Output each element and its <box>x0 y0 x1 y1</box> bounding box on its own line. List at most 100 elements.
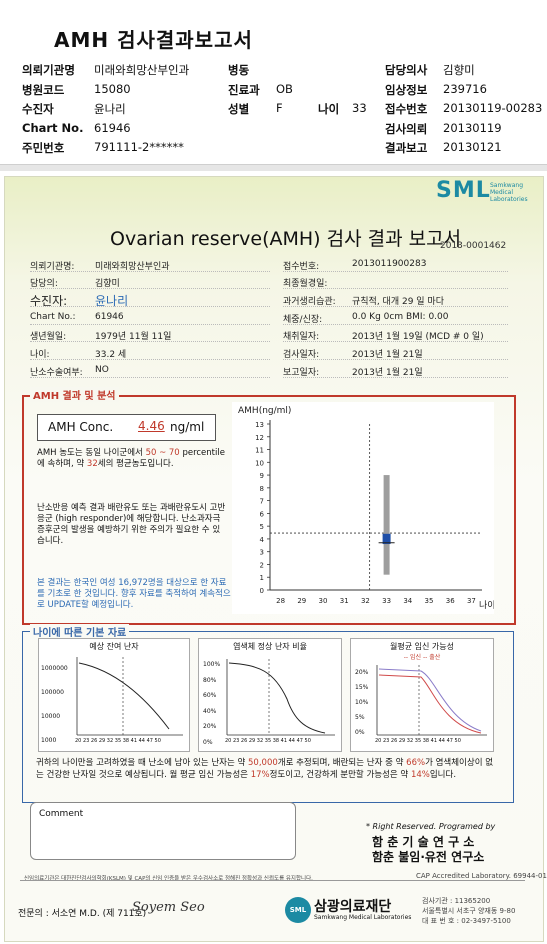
left-info-value-4: 1979년 11월 11일 <box>95 332 172 342</box>
chart3-legend: -- 임신 -- 출산 <box>403 654 441 661</box>
left-info-label-5: 나이: <box>30 350 50 360</box>
chart-xlabel: 나이 <box>479 600 494 611</box>
chart-x-tick-label: 28 <box>276 597 285 605</box>
chart-x-tick-label: 33 <box>382 597 391 605</box>
info-underline <box>283 324 508 325</box>
info-underline <box>30 359 270 360</box>
c3-yt-tick: 20% <box>355 669 369 676</box>
info-underline <box>30 271 270 272</box>
outer-v3-2: 33 <box>352 101 367 115</box>
outer-l4-4: 결과보고 <box>385 141 428 155</box>
outer-l4-0: 담당의사 <box>385 63 428 77</box>
document-number: 2013-0001462 <box>440 241 507 251</box>
pregnancy-pct: 17% <box>250 770 270 780</box>
age-summary-text: 귀하의 나이만을 고려하였을 때 난소에 남아 있는 난자는 약 50,000개… <box>36 758 494 780</box>
info-underline <box>283 377 508 378</box>
chart-y-tick-label: 13 <box>255 421 264 429</box>
left-info-label-0: 의뢰기관명: <box>30 262 75 272</box>
amh-conc-unit: ng/ml <box>170 420 205 434</box>
outer-v4-0: 김향미 <box>443 63 475 77</box>
pregnancy-chance-chart: 월평균 임신 가능성 -- 임신 -- 출산 20% 15% 10% 5% 0% 20 … <box>350 638 494 752</box>
outer-l1-3: Chart No. <box>22 120 84 135</box>
c2-yt-tick: 0% <box>203 738 213 746</box>
left-info-value-0: 미래와희망산부인과 <box>95 262 170 272</box>
doctor-label: 전문의 : 서소연 M.D. (제 711호) <box>18 909 147 919</box>
rights-text: * Right Reserved. Programed by <box>366 822 496 831</box>
outer-l3-2: 나이 <box>318 102 340 116</box>
c1-yt-tick: 10000 <box>41 713 61 720</box>
egg-count: 50,000 <box>248 758 278 768</box>
left-info-value-1: 김향미 <box>95 279 120 289</box>
amh-percentile-text: AMH 농도는 동일 나이군에서 50 ~ 70 percentile에 속하며… <box>37 448 225 469</box>
outer-v2-2: F <box>276 101 283 115</box>
outer-l2-0: 병동 <box>228 63 250 77</box>
doctor-signature: Soyem Seo <box>132 900 205 915</box>
outer-l1-1: 병원코드 <box>22 82 65 97</box>
birth-pct: 14% <box>410 770 430 780</box>
right-info-value-3: 0.0 Kg 0cm BMI: 0.00 <box>352 312 449 322</box>
outer-l1-2: 수진자 <box>22 102 54 116</box>
outer-l4-3: 검사의뢰 <box>385 121 428 136</box>
amh-section-title: AMH 결과 및 분석 <box>30 387 119 402</box>
c2-yt-tick: 80% <box>203 676 217 684</box>
chart-y-tick-label: 12 <box>255 434 264 442</box>
chart-ylabel: AMH(ng/ml) <box>238 406 291 416</box>
right-info-label-6: 보고일자: <box>283 368 320 378</box>
info-underline <box>30 288 270 289</box>
c3-yt-tick: 5% <box>355 714 365 721</box>
chart-y-tick-label: 4 <box>260 536 265 544</box>
amh-interpretation-text: 난소반응 예측 결과 배란유도 또는 과배란유도시 고반응군 (high res… <box>37 503 226 546</box>
right-info-label-3: 체중/신장: <box>283 315 323 325</box>
right-info-label-1: 최종월경일: <box>283 279 328 289</box>
outer-l2-2: 성별 <box>228 102 250 116</box>
chart-y-tick-label: 10 <box>255 459 264 467</box>
outer-l1-0: 의뢰기관명 <box>22 63 75 77</box>
info-underline <box>283 359 508 360</box>
chart-x-tick-label: 34 <box>403 597 412 605</box>
chart-x-tick-label: 37 <box>467 597 476 605</box>
outer-l2-1: 진료과 <box>228 82 260 97</box>
outer-l4-1: 임상정보 <box>385 82 428 97</box>
c1-yt-tick: 100000 <box>41 689 64 696</box>
outer-v1-0: 미래와희망산부인과 <box>94 63 190 77</box>
chart-box-iqr <box>382 533 391 545</box>
sml-logo-subtitle: Samkwang Medical Laboratories <box>490 182 528 203</box>
outer-v1-4: 791111-2****** <box>94 140 184 154</box>
chart2-xaxis: 20 23 26 29 32 35 38 41 44 47 50 <box>225 738 311 744</box>
lab-phone: 대 표 번 호 : 02-3497-5100 <box>422 917 511 925</box>
chart3-xaxis: 20 23 26 29 32 35 38 41 44 47 50 <box>375 738 461 744</box>
outer-l4-2: 접수번호 <box>385 102 428 116</box>
info-underline <box>283 341 508 342</box>
outer-v1-1: 15080 <box>94 81 131 96</box>
chart-y-tick-label: 1 <box>260 574 264 582</box>
institute-name-2: 함춘 불임·유전 연구소 <box>372 850 485 864</box>
comment-label: Comment <box>39 809 84 819</box>
chart-whisker <box>383 475 390 575</box>
left-info-value-5: 33.2 세 <box>95 350 127 360</box>
inner-report-title: Ovarian reserve(AMH) 검사 결과 보고서 <box>110 228 462 250</box>
lab-code: 검사기관 : 11365200 <box>422 897 491 905</box>
percentile-range: 50 ~ 70 <box>145 448 180 458</box>
chart2-title: 염색체 정상 난자 비율 <box>233 642 307 651</box>
amh-result-section <box>22 395 516 625</box>
healthy-pct: 66% <box>406 758 426 768</box>
age-section-title: 나이에 따른 기본 자료 <box>30 624 130 639</box>
outer-v4-1: 239716 <box>443 81 487 96</box>
chart-y-tick-label: 6 <box>260 510 265 518</box>
info-underline <box>30 324 270 325</box>
c1-yt-tick: 1000 <box>41 737 57 744</box>
chart-x-tick-label: 36 <box>446 597 455 605</box>
outer-v4-4: 20130121 <box>443 140 502 154</box>
outer-v1-3: 61946 <box>94 120 131 135</box>
c2-yt-tick: 60% <box>203 692 217 700</box>
lab-address: 서울특별시 서초구 양재동 9-80 <box>422 907 516 915</box>
right-info-label-2: 과거생리습관: <box>283 297 336 307</box>
chart-y-tick-label: 2 <box>260 561 264 569</box>
institute-name: 함 춘 기 술 연 구 소 <box>372 835 475 849</box>
outer-v4-2: 20130119-00283 <box>443 101 543 115</box>
chart-x-tick-label: 31 <box>340 597 349 605</box>
amh-conc-label: AMH Conc. <box>48 420 114 434</box>
right-info-label-5: 검사일자: <box>283 350 320 360</box>
outer-v4-3: 20130119 <box>443 120 502 135</box>
